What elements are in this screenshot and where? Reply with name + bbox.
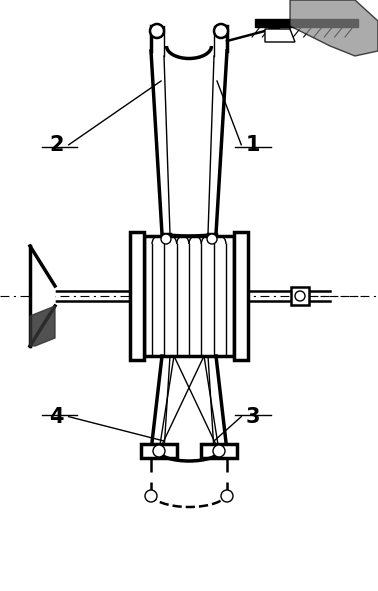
Bar xyxy=(141,444,177,458)
Circle shape xyxy=(221,490,233,502)
Bar xyxy=(255,19,358,27)
Bar xyxy=(201,444,237,458)
Circle shape xyxy=(161,234,171,244)
Circle shape xyxy=(150,24,164,38)
Bar xyxy=(234,232,248,360)
Circle shape xyxy=(207,234,217,244)
Bar xyxy=(130,232,144,360)
Circle shape xyxy=(213,445,225,457)
Polygon shape xyxy=(265,29,295,42)
Bar xyxy=(291,287,309,305)
Circle shape xyxy=(295,291,305,301)
Circle shape xyxy=(145,490,157,502)
Polygon shape xyxy=(290,0,378,56)
Polygon shape xyxy=(30,246,55,346)
Text: 3: 3 xyxy=(246,407,260,427)
Circle shape xyxy=(214,24,228,38)
Text: 1: 1 xyxy=(246,135,260,155)
Polygon shape xyxy=(30,306,55,346)
Text: 2: 2 xyxy=(50,135,64,155)
Bar xyxy=(144,236,234,356)
Text: 4: 4 xyxy=(50,407,64,427)
Circle shape xyxy=(153,445,165,457)
